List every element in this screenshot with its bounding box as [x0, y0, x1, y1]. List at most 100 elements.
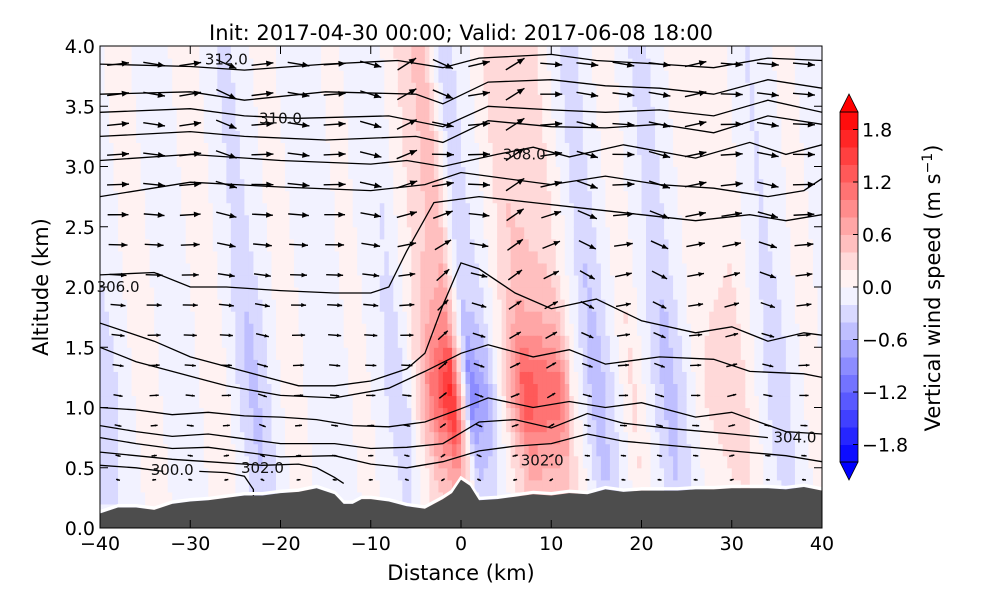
- field-cell: [605, 407, 611, 421]
- field-cell: [479, 347, 485, 360]
- field-cell: [307, 431, 313, 445]
- field-cell: [334, 467, 340, 481]
- field-cell: [127, 190, 133, 204]
- field-cell: [420, 491, 426, 505]
- field-cell: [429, 479, 435, 493]
- field-cell: [641, 250, 647, 264]
- field-cell: [266, 226, 273, 240]
- field-cell: [316, 407, 322, 421]
- field-cell: [461, 94, 467, 107]
- field-cell: [528, 82, 534, 95]
- field-cell: [618, 82, 625, 95]
- field-cell: [149, 106, 155, 119]
- field-cell: [433, 383, 440, 397]
- field-cell: [555, 190, 561, 204]
- field-cell: [551, 371, 557, 384]
- field-cell: [564, 142, 570, 156]
- field-cell: [488, 262, 494, 276]
- field-cell: [384, 262, 390, 276]
- field-cell: [167, 371, 173, 384]
- field-cell: [348, 323, 354, 336]
- field-cell: [104, 359, 110, 372]
- field-cell: [492, 94, 498, 107]
- field-cell: [415, 190, 421, 204]
- field-cell: [433, 371, 440, 384]
- field-cell: [388, 238, 394, 252]
- field-cell: [176, 431, 182, 445]
- field-cell: [140, 190, 146, 204]
- field-cell: [334, 142, 340, 156]
- field-cell: [185, 274, 191, 288]
- field-cell: [379, 238, 385, 252]
- field-cell: [348, 407, 354, 421]
- field-cell: [217, 250, 223, 264]
- field-cell: [366, 443, 372, 457]
- field-cell: [578, 359, 584, 372]
- field-cell: [118, 202, 124, 216]
- field-cell: [465, 82, 471, 95]
- field-cell: [433, 58, 440, 71]
- field-cell: [248, 419, 255, 433]
- field-cell: [203, 467, 209, 481]
- field-cell: [596, 455, 602, 469]
- field-cell: [533, 178, 539, 192]
- field-cell: [542, 479, 548, 493]
- field-cell: [600, 154, 606, 168]
- field-cell: [127, 359, 133, 372]
- field-cell: [275, 178, 282, 192]
- field-cell: [131, 299, 137, 312]
- field-cell: [578, 58, 584, 71]
- field-cell: [294, 383, 300, 397]
- field-cell: [618, 323, 625, 336]
- field-cell: [316, 359, 322, 372]
- field-cell: [569, 238, 575, 252]
- field-cell: [248, 250, 255, 264]
- field-cell: [655, 46, 661, 59]
- field-cell: [339, 371, 345, 384]
- field-cell: [330, 347, 336, 360]
- field-cell: [442, 467, 449, 481]
- field-cell: [312, 311, 318, 324]
- field-cell: [307, 70, 313, 83]
- field-cell: [312, 371, 318, 384]
- field-cell: [280, 274, 286, 288]
- field-cell: [271, 250, 277, 264]
- field-cell: [271, 407, 277, 421]
- field-cell: [470, 443, 476, 457]
- field-cell: [221, 383, 227, 397]
- field-cell: [451, 94, 458, 107]
- field-cell: [438, 226, 444, 240]
- field-cell: [109, 467, 115, 481]
- field-cell: [172, 383, 178, 397]
- field-cell: [361, 395, 367, 409]
- field-cell: [239, 383, 245, 397]
- field-cell: [479, 202, 485, 216]
- field-cell: [573, 82, 579, 95]
- field-cell: [280, 443, 286, 457]
- field-cell: [632, 94, 638, 107]
- field-cell: [321, 311, 327, 324]
- field-cell: [221, 262, 227, 276]
- field-cell: [510, 335, 516, 348]
- field-cell: [542, 443, 548, 457]
- field-cell: [546, 214, 552, 228]
- field-cell: [492, 347, 498, 360]
- field-cell: [145, 455, 151, 469]
- field-cell: [280, 311, 286, 324]
- field-cell: [510, 383, 516, 397]
- field-cell: [140, 467, 146, 481]
- field-cell: [524, 407, 530, 421]
- field-cell: [582, 443, 588, 457]
- field-cell: [280, 323, 286, 336]
- field-cell: [501, 371, 507, 384]
- field-cell: [555, 455, 561, 469]
- field-cell: [384, 274, 390, 288]
- field-cell: [330, 70, 336, 83]
- field-cell: [122, 359, 128, 372]
- field-cell: [226, 311, 232, 324]
- field-cell: [145, 250, 151, 264]
- field-cell: [424, 274, 431, 288]
- field-cell: [140, 154, 146, 168]
- field-cell: [646, 82, 652, 95]
- field-cell: [442, 359, 449, 372]
